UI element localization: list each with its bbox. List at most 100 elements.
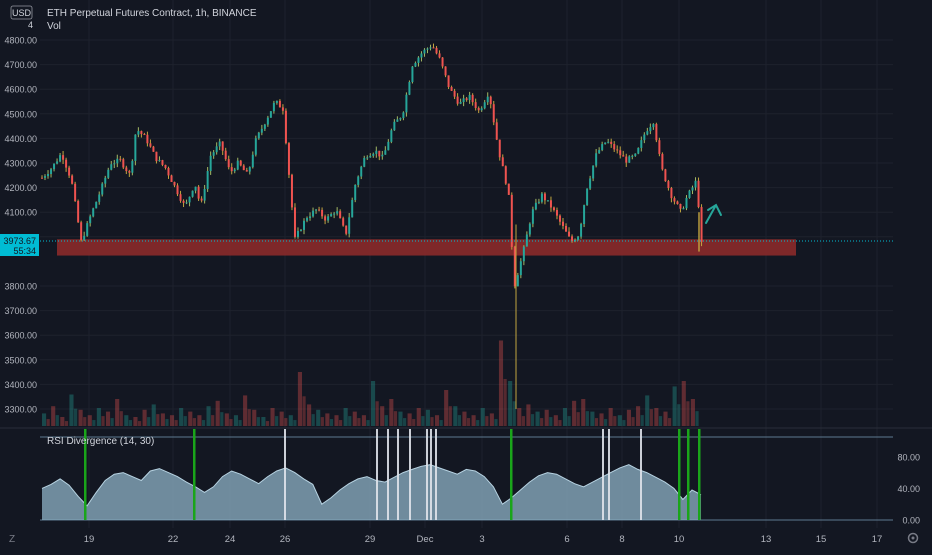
candle-body [640,140,643,148]
candle-body [215,146,218,153]
volume-bar [526,404,531,426]
candle-body [299,229,302,231]
candle-body [435,47,438,54]
candle-body [420,53,423,58]
candle-body [501,157,504,167]
candle-body [345,225,348,234]
volume-bar [549,417,553,426]
time-tick-label: 26 [280,534,291,545]
bullish-divergence-marker [193,429,196,520]
price-candles [41,43,703,409]
volume-bar [649,409,653,426]
candle-body [233,169,236,172]
candle-body [185,202,188,204]
candle-body [634,153,637,156]
candle-body [191,190,194,197]
volume-bar [243,395,248,426]
candle-body [176,185,179,195]
candle-body [113,163,116,165]
time-tick-label: 6 [564,534,569,545]
candle-body [565,225,568,232]
candle-body [152,146,155,152]
candle-body [534,202,537,210]
volume-bar [690,399,695,426]
candle-body [336,211,339,214]
volume-bar [380,406,385,426]
volume-bar [366,420,370,426]
candle-body [393,121,396,131]
candle-body [86,223,89,236]
candle-body [543,193,546,201]
volume-bar [151,404,156,426]
candle-body [116,158,119,164]
candle-body [303,220,306,230]
volume-bar [540,418,544,426]
settings-button[interactable] [907,532,919,544]
candle-body [266,117,269,125]
volume-bar [508,381,513,426]
volume-bar [476,420,480,426]
rsi-area [42,464,701,520]
volume-bar [64,421,69,426]
volume-bar [658,416,663,426]
candle-body [95,201,98,209]
candle-body [296,230,299,237]
right-scale[interactable] [893,0,932,550]
price-tick-label: 4800.00 [4,36,37,46]
candle-body [426,48,429,50]
volume-bar [357,418,361,426]
volume-bar [192,418,196,426]
candle-body [489,96,492,105]
candle-body [83,235,86,240]
candle-body [321,209,324,217]
last-price-tag: 3973.67 55:34 [0,234,39,256]
bearish-divergence-marker [284,429,286,520]
candle-body [378,150,381,157]
volume-bar [636,406,641,426]
candle-body [453,90,456,97]
candle-body [242,165,245,171]
candle-body [462,98,465,103]
volume-bar [174,420,178,426]
candle-body [339,211,342,219]
candle-body [450,87,453,91]
candle-body [230,167,233,172]
candle-body [146,134,149,144]
candle-body [456,96,459,104]
timezone-button[interactable]: Z [9,534,15,545]
volume-bar [439,420,443,426]
volume-bar [55,415,59,426]
time-tick-label: 22 [168,534,179,545]
volume-legend: Vol [47,21,61,32]
volume-bar [329,419,334,426]
volume-bar [101,416,105,426]
candle-body [366,157,369,159]
up-arrow-annotation[interactable] [705,203,722,224]
candle-body [670,187,673,199]
volume-bar [567,416,571,426]
candle-body [688,190,691,198]
candle-body [610,141,613,145]
candle-body [486,96,489,103]
candle-body [504,166,507,184]
volume-bar [339,420,343,426]
candle-body [616,149,619,151]
volume-bar [307,404,312,426]
volume-bar [677,404,681,426]
candle-body [212,152,215,156]
time-tick-label: 19 [84,534,95,545]
volume-bar [197,415,202,426]
price-tick-label: 3700.00 [4,306,37,316]
volume-bar [398,411,403,426]
currency-badge[interactable]: USD [10,5,33,20]
gear-icon [907,532,919,544]
left-price-scale[interactable] [0,0,39,550]
candle-body [137,131,140,135]
candle-body [673,198,676,202]
volume-bar [480,408,485,426]
candle-body [685,197,688,209]
volume-bar [402,418,407,426]
candle-body [369,155,372,158]
volume-bar [663,411,668,426]
volume-bar [169,415,175,426]
